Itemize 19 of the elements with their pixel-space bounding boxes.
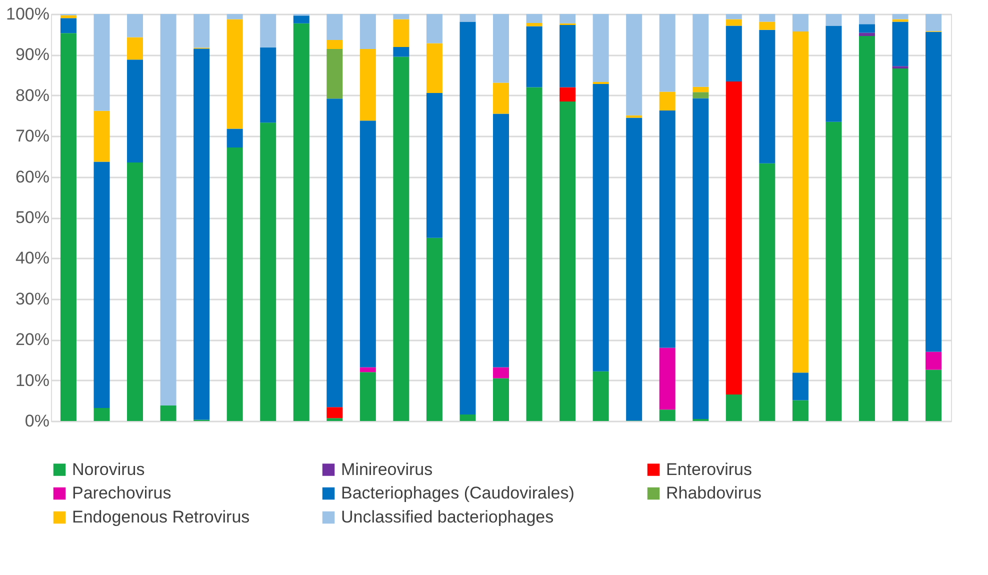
y-tick-label: 40% xyxy=(15,248,50,268)
legend-label: Bacteriophages (Caudovirales) xyxy=(341,484,574,502)
legend-label: Parechovirus xyxy=(72,484,172,502)
y-tick-label: 0% xyxy=(24,412,50,430)
y-tick-label: 80% xyxy=(15,86,50,105)
legend-label: Norovirus xyxy=(72,460,145,479)
y-tick-label: 30% xyxy=(15,289,50,308)
legend-label: Endogenous Retrovirus xyxy=(72,508,250,526)
legend-label: Unclassified bacteriophages xyxy=(341,508,554,526)
legend-label: Rhabdovirus xyxy=(666,484,762,502)
y-tick-label: 100% xyxy=(6,4,50,24)
legend-label: Enterovirus xyxy=(666,460,752,479)
legend-label: Minireovirus xyxy=(341,460,433,479)
y-tick-label: 70% xyxy=(15,126,50,146)
y-tick-label: 50% xyxy=(15,208,50,227)
y-tick-label: 20% xyxy=(15,330,50,350)
y-tick-label: 60% xyxy=(15,167,50,186)
y-tick-label: 10% xyxy=(15,370,50,390)
y-tick-label: 90% xyxy=(15,45,50,64)
